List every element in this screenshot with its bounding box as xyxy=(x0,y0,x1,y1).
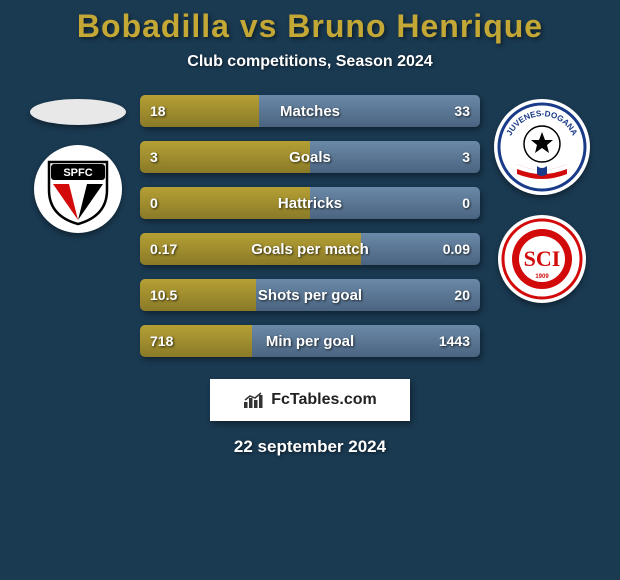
fctables-watermark: FcTables.com xyxy=(210,379,410,421)
stat-bar-goals: 33Goals xyxy=(140,141,480,173)
svg-text:SCI: SCI xyxy=(524,246,561,271)
stat-bar-goals-per-match: 0.170.09Goals per match xyxy=(140,233,480,265)
svg-text:1909: 1909 xyxy=(535,274,549,280)
infographic-container: Bobadilla vs Bruno Henrique Club competi… xyxy=(0,0,620,457)
stat-label: Shots per goal xyxy=(140,279,480,311)
chart-icon xyxy=(243,391,265,409)
internacional-icon: SCI 1909 xyxy=(501,218,583,300)
club-badge-internacional: SCI 1909 xyxy=(498,215,586,303)
left-badges-column: SPFC xyxy=(28,95,128,233)
club-badge-spfc: SPFC xyxy=(34,145,122,233)
stat-label: Goals xyxy=(140,141,480,173)
stat-label: Hattricks xyxy=(140,187,480,219)
page-title: Bobadilla vs Bruno Henrique xyxy=(0,8,620,45)
stats-area: SPFC 1833Matches 33Goals 00Hattricks 0.170.… xyxy=(0,95,620,357)
right-badges-column: JUVENES-DOGANA SCI 1909 xyxy=(492,95,592,303)
date-label: 22 september 2024 xyxy=(0,437,620,457)
stat-bar-min-per-goal: 7181443Min per goal xyxy=(140,325,480,357)
stat-label: Matches xyxy=(140,95,480,127)
spfc-shield-icon: SPFC xyxy=(39,150,117,228)
player-silhouette-left xyxy=(30,99,126,125)
fctables-label: FcTables.com xyxy=(271,391,377,409)
stat-bar-shots-per-goal: 10.520Shots per goal xyxy=(140,279,480,311)
club-badge-juvenes-dogana: JUVENES-DOGANA xyxy=(494,99,590,195)
svg-text:SPFC: SPFC xyxy=(63,167,92,179)
juvenes-dogana-icon: JUVENES-DOGANA xyxy=(497,102,587,192)
stat-bars-column: 1833Matches 33Goals 00Hattricks 0.170.09Goa… xyxy=(140,95,480,357)
stat-bar-matches: 1833Matches xyxy=(140,95,480,127)
stat-label: Min per goal xyxy=(140,325,480,357)
stat-bar-hattricks: 00Hattricks xyxy=(140,187,480,219)
subtitle: Club competitions, Season 2024 xyxy=(0,53,620,71)
stat-label: Goals per match xyxy=(140,233,480,265)
